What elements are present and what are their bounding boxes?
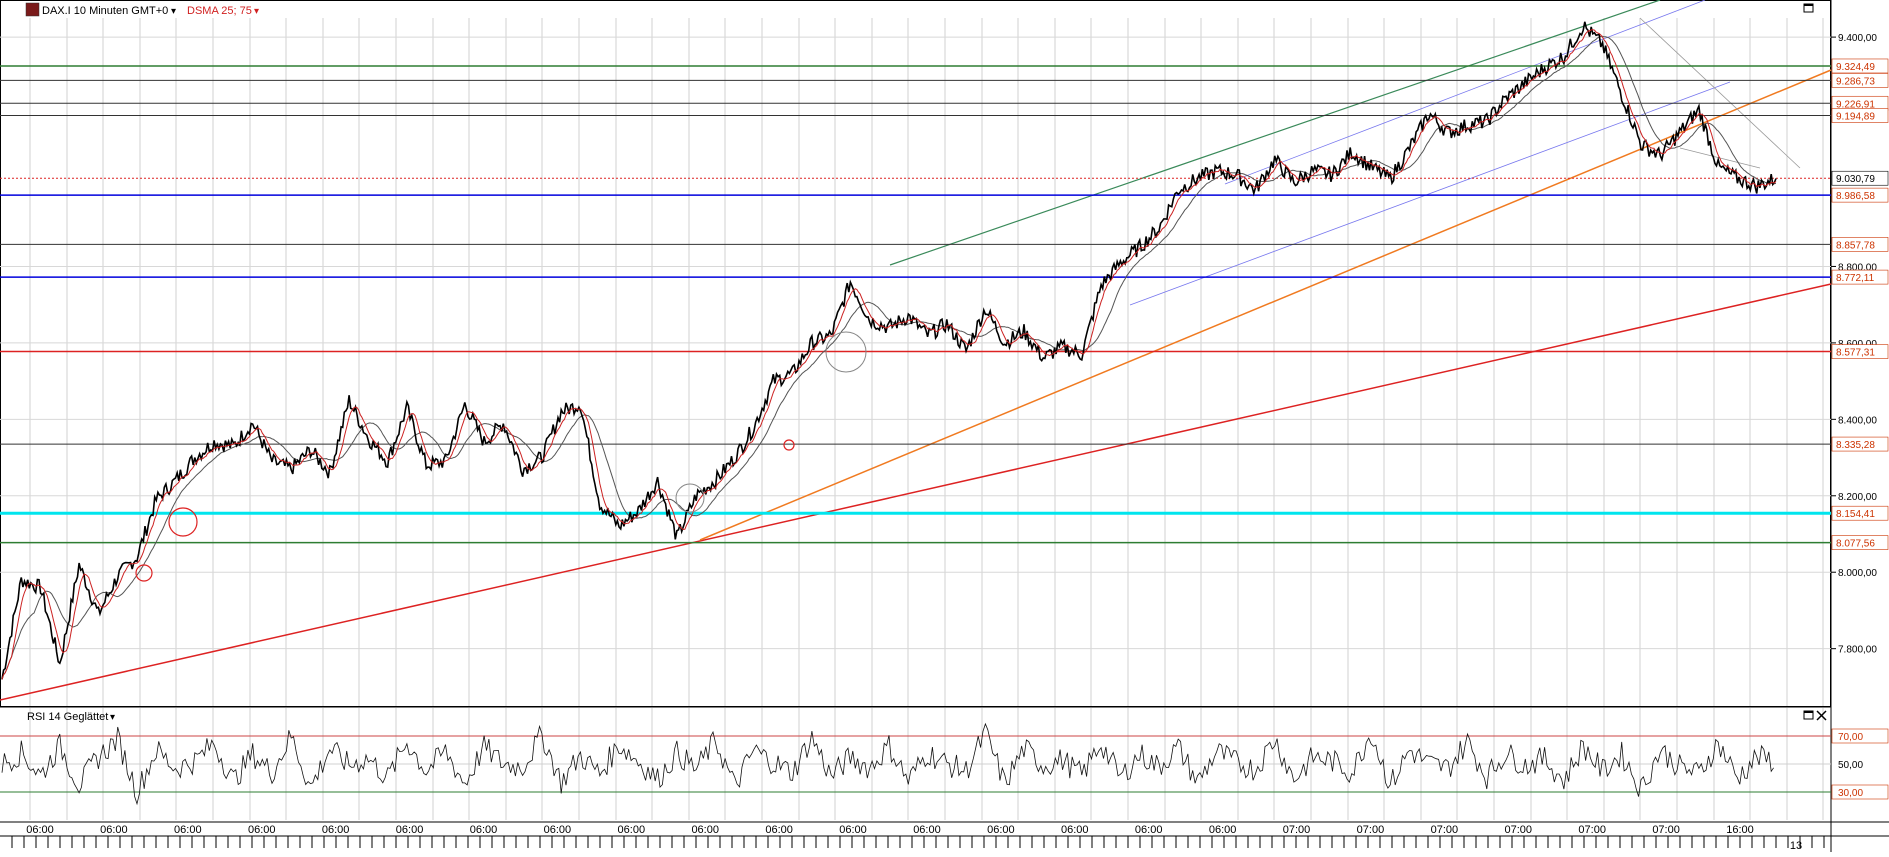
price-tick-label: 9.400,00 — [1838, 33, 1877, 44]
green-trendline — [889, 0, 1661, 266]
level-label: 8.335,28 — [1836, 440, 1875, 451]
price-tick-label: 8.000,00 — [1838, 568, 1877, 579]
time-tick-label: 07:00 — [1652, 824, 1680, 836]
sma-fast-line — [1, 29, 1777, 680]
level-label: 9.226,91 — [1836, 99, 1875, 110]
grey-trendline — [1639, 17, 1801, 169]
time-tick-label: 06:00 — [544, 824, 572, 836]
red-trendline — [0, 283, 1832, 701]
level-label-box — [1831, 344, 1889, 359]
level-label: 9.286,73 — [1836, 76, 1875, 87]
time-tick-label: 06:00 — [100, 824, 128, 836]
time-tick-label: 06:00 — [174, 824, 202, 836]
rsi-dropdown-icon[interactable]: ▾ — [110, 712, 115, 723]
time-tick-label: 06:00 — [618, 824, 646, 836]
level-label-box — [1831, 505, 1889, 521]
time-axis-ticks: 06:00 06:00 06:00 06:00 06:00 06:00 06:00 06:00… — [11, 824, 1825, 852]
level-label: 8.857,78 — [1836, 240, 1875, 251]
time-tick-label: 06:00 — [1135, 824, 1163, 836]
time-tick-label: 06:00 — [248, 824, 276, 836]
time-tick-label: 06:00 — [1061, 824, 1089, 836]
level-label-box — [1831, 436, 1889, 452]
rsi-series — [1, 722, 1774, 806]
time-tick-label: 06:00 — [322, 824, 350, 836]
rsi-gridlines — [0, 708, 1831, 820]
annotation-circle — [135, 564, 153, 582]
level-label-box — [1831, 170, 1889, 186]
time-tick-label: 07:00 — [1431, 824, 1459, 836]
sma-slow-line — [1, 35, 1777, 680]
level-label: 8.077,56 — [1836, 539, 1875, 550]
plot-frame — [0, 0, 1831, 707]
horizontal-levels — [0, 65, 1831, 544]
price-series — [1, 21, 1777, 680]
level-label-box — [1831, 187, 1889, 203]
time-tick-label: 06:00 — [987, 824, 1015, 836]
level-label-box — [1831, 237, 1889, 252]
rsi-axis-ticks: 70,00 50,00 30,00 — [1831, 728, 1889, 800]
level-label: 8.986,58 — [1836, 191, 1875, 202]
time-tick-label: 16:00 — [1726, 824, 1754, 836]
time-tick-label: 07:00 — [1504, 824, 1532, 836]
price-line — [1, 21, 1777, 680]
annotation-circle — [675, 483, 705, 513]
level-label: 9.324,49 — [1836, 62, 1875, 73]
time-tick-label: 06:00 — [691, 824, 719, 836]
level-price-labels: 9.324,49 9.286,73 9.226,91 9.194,89 9.030,79… — [1831, 58, 1889, 550]
level-label-box — [1831, 58, 1889, 74]
time-tick-label: 06:00 — [470, 824, 498, 836]
time-tick-label: 07:00 — [1357, 824, 1385, 836]
close-icon[interactable] — [1816, 710, 1827, 721]
annotation-circle — [783, 439, 795, 451]
time-tick-label: 06:00 — [26, 824, 54, 836]
time-corner-label: 13 — [1790, 840, 1802, 852]
price-tick-label: 7.800,00 — [1838, 645, 1877, 656]
time-tick-label: 06:00 — [1209, 824, 1237, 836]
annotation-circle — [825, 331, 867, 373]
annotation-circle — [168, 507, 198, 537]
price-gridlines — [0, 18, 1831, 706]
time-tick-label: 06:00 — [765, 824, 793, 836]
trendlines — [0, 0, 1832, 701]
chart-logo-icon — [25, 2, 40, 17]
level-label: 8.154,41 — [1836, 509, 1875, 520]
price-tick-label: 8.200,00 — [1838, 492, 1877, 503]
rsi-panel-title[interactable]: RSI 14 Geglättet — [27, 711, 108, 723]
level-label-box — [1831, 535, 1889, 550]
rsi-tick-label: 50,00 — [1838, 760, 1863, 771]
indicator-label[interactable]: DSMA 25; 75 — [187, 5, 252, 17]
rsi-level-label-box — [1831, 784, 1889, 800]
price-tick-label: 8.400,00 — [1838, 415, 1877, 426]
rsi-level-label-box — [1831, 728, 1889, 744]
price-tick-label: 8.800,00 — [1838, 262, 1877, 273]
level-label-box — [1831, 73, 1889, 88]
time-tick-label: 07:00 — [1283, 824, 1311, 836]
instrument-label[interactable]: DAX.I 10 Minuten GMT+0 — [42, 5, 168, 17]
time-tick-label: 07:00 — [1578, 824, 1606, 836]
level-label-box — [1831, 108, 1889, 123]
time-tick-label: 06:00 — [913, 824, 941, 836]
time-tick-label: 06:00 — [839, 824, 867, 836]
rsi-tick-label: 70,00 — [1838, 732, 1863, 743]
rsi-line — [1, 722, 1774, 806]
level-label: 9.030,79 — [1836, 174, 1875, 185]
level-label: 8.772,11 — [1836, 273, 1875, 284]
level-label-box — [1831, 269, 1889, 285]
level-label: 8.577,31 — [1836, 348, 1875, 359]
indicator-dropdown-icon[interactable]: ▾ — [254, 6, 259, 17]
orange-trendline — [699, 69, 1832, 541]
channel-line-upper — [1224, 0, 1706, 185]
level-label: 9.194,89 — [1836, 112, 1875, 123]
rsi-tick-label: 30,00 — [1838, 788, 1863, 799]
time-tick-label: 06:00 — [396, 824, 424, 836]
instrument-dropdown-icon[interactable]: ▾ — [171, 6, 176, 17]
